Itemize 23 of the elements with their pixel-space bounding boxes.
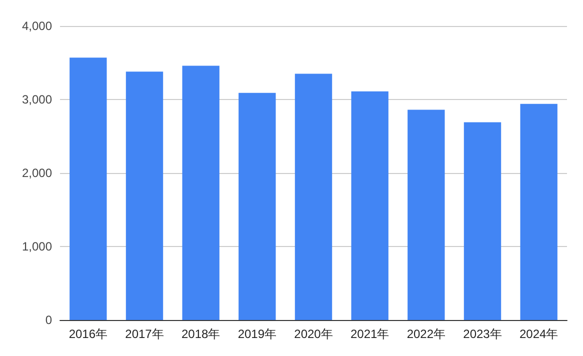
x-tick-label: 2019年 [238,327,277,341]
x-tick-label: 2017年 [125,327,164,341]
x-tick-label: 2018年 [181,327,220,341]
bar [408,110,445,320]
bar [126,72,164,320]
bar [520,104,558,320]
bar [238,92,276,320]
bar [294,74,332,320]
bar [70,58,107,320]
x-tick-label: 2023年 [463,327,502,341]
y-tick-label: 4,000 [22,19,52,33]
y-tick-label: 3,000 [22,92,52,106]
bar [464,122,502,320]
y-tick-label: 1,000 [22,240,52,254]
x-tick-label: 2021年 [350,327,390,341]
x-tick-label: 2024年 [519,327,558,341]
x-tick-label: 2016年 [68,327,108,341]
x-tick-label: 2022年 [406,327,446,341]
bar [182,66,220,320]
y-tick-label: 2,000 [22,166,52,180]
bar [351,91,388,320]
y-tick-label: 0 [45,313,52,327]
x-tick-label: 2020年 [294,327,333,341]
